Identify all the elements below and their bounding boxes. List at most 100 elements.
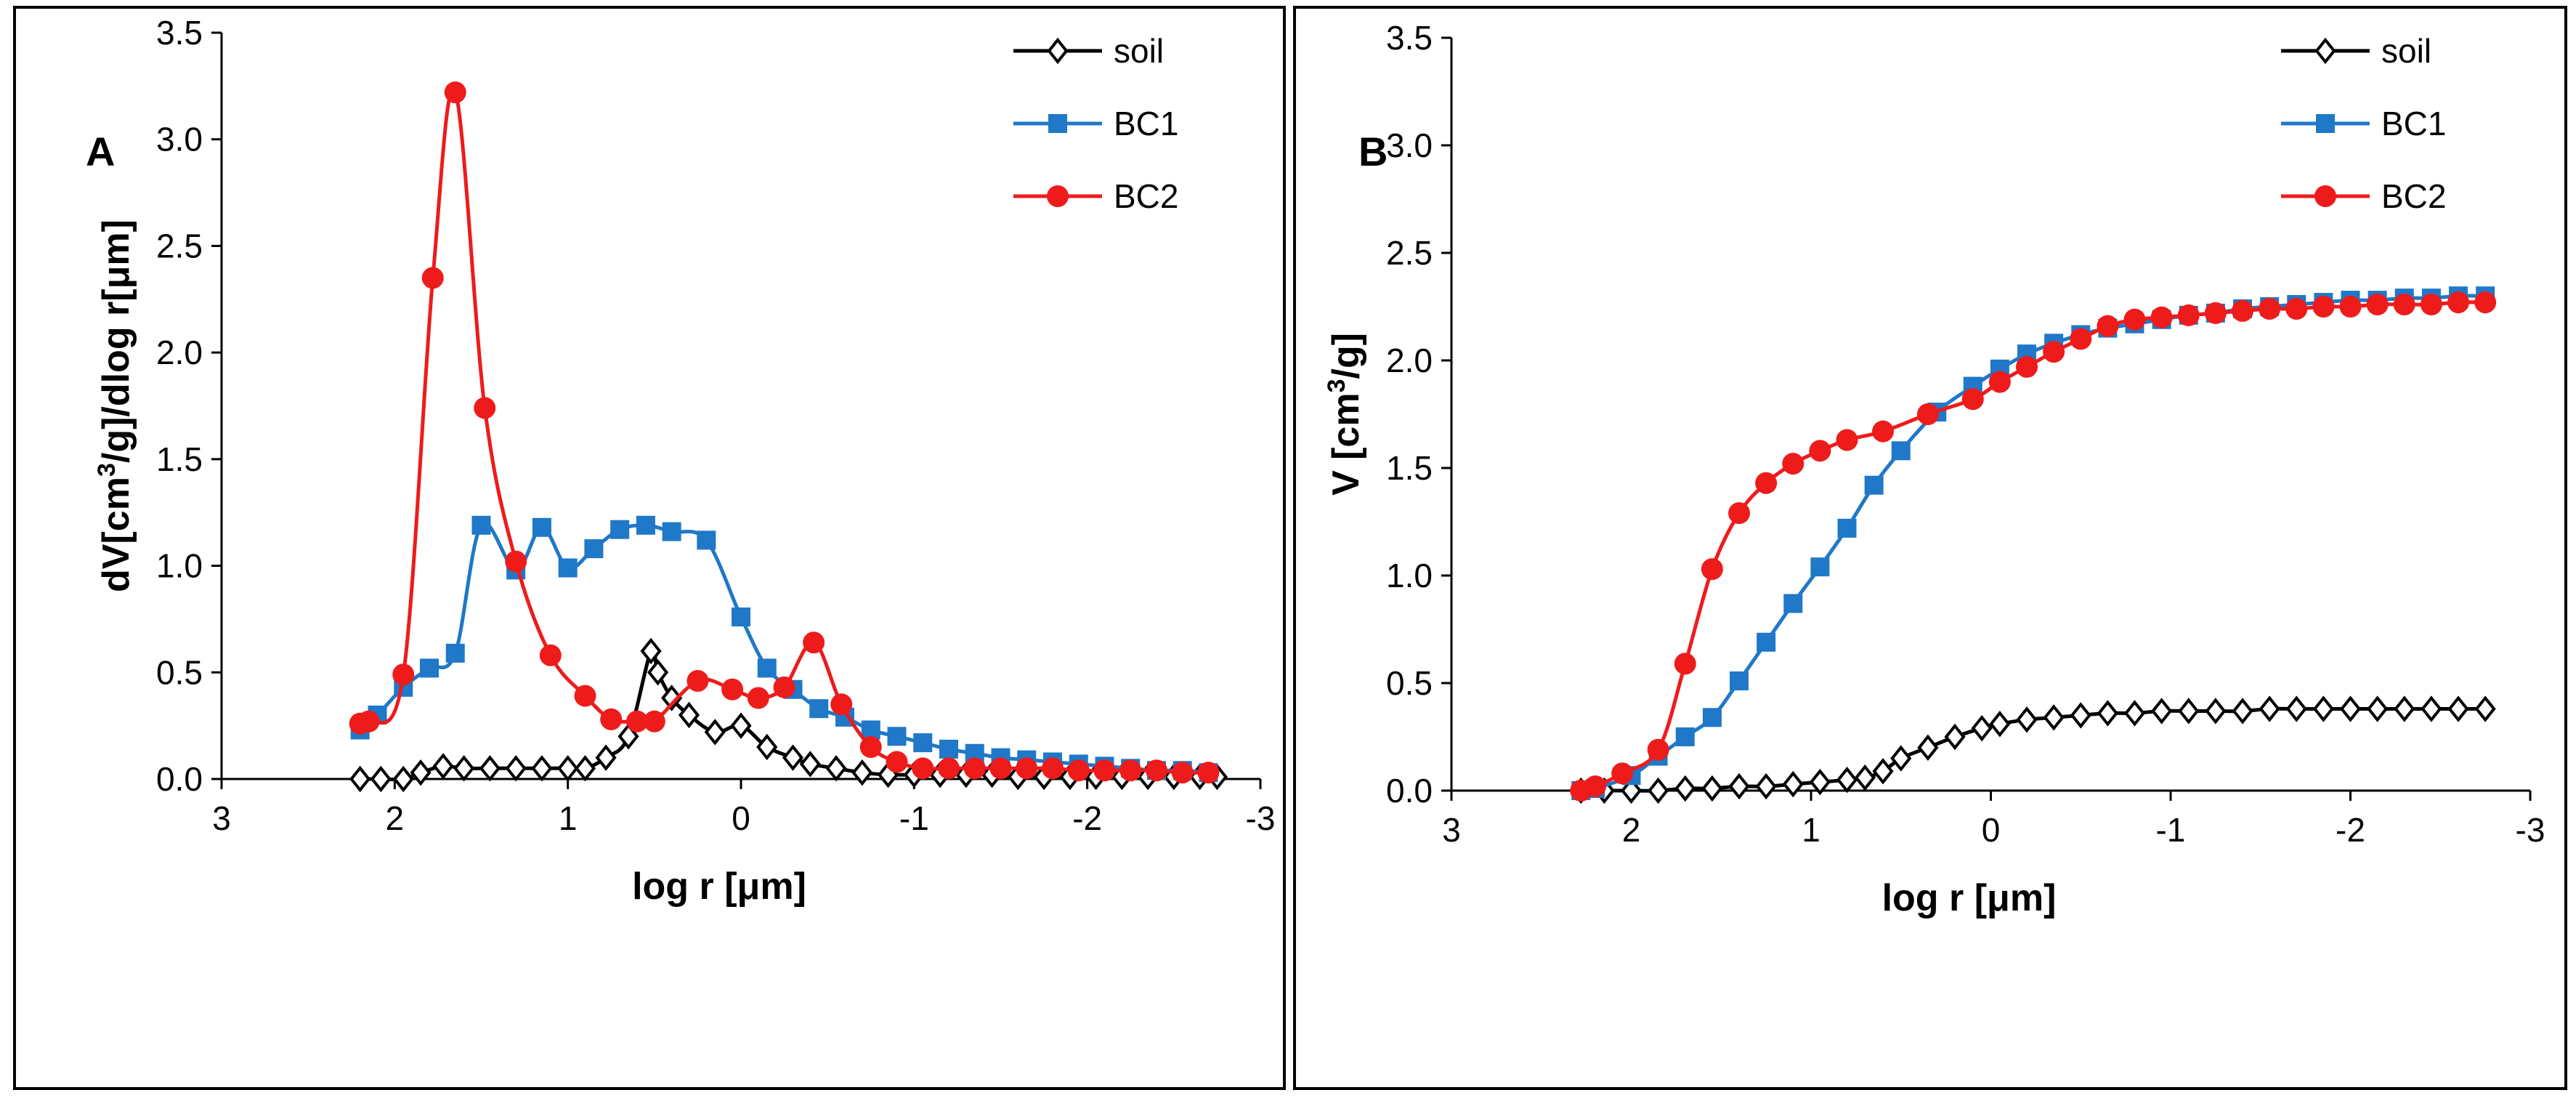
data-point [2339, 695, 2362, 722]
data-point [2043, 704, 2065, 731]
data-point [2420, 294, 2442, 316]
data-point [1864, 475, 1884, 495]
x-tick-label: 1 [559, 799, 578, 837]
x-tick-label: -2 [2336, 811, 2365, 849]
data-point [532, 517, 551, 537]
data-point [505, 755, 527, 782]
legend-marker [2314, 37, 2336, 65]
x-tick-label: 3 [1442, 811, 1461, 849]
data-point [803, 631, 825, 654]
data-point [2366, 294, 2389, 316]
y-tick-label: 3.0 [156, 121, 203, 158]
data-point [479, 755, 501, 782]
data-point [938, 757, 960, 780]
legend-label: soil [2381, 32, 2431, 70]
data-point [1971, 714, 1993, 742]
x-tick-label: -1 [2156, 811, 2186, 849]
data-point [773, 676, 795, 698]
data-point [678, 701, 700, 729]
data-point [2097, 700, 2118, 727]
data-point [2394, 695, 2415, 722]
data-point [1197, 762, 1220, 784]
y-axis-title-superscript: 3 [1323, 379, 1350, 393]
x-tick-label: 0 [1982, 811, 2001, 849]
data-point [531, 755, 553, 782]
data-point [617, 723, 639, 750]
data-point [2070, 702, 2091, 729]
data-point [2205, 698, 2227, 724]
x-tick-label: 3 [212, 799, 231, 837]
data-point [782, 744, 804, 771]
data-point [662, 522, 681, 541]
data-point [421, 267, 444, 289]
y-tick-label: 3.5 [156, 14, 203, 52]
x-tick-label: 0 [732, 799, 750, 837]
data-point [610, 520, 630, 539]
data-point [1989, 711, 2011, 738]
data-point [1891, 441, 1911, 461]
y-tick-label: 3.5 [1386, 19, 1433, 57]
data-point [392, 663, 415, 686]
y-tick-label: 0.0 [1386, 772, 1433, 810]
data-point [1755, 772, 1777, 800]
data-point [2016, 355, 2038, 378]
x-tick-label: 1 [1802, 811, 1820, 849]
y-tick-label: 1.5 [156, 440, 203, 478]
x-tick-label: 2 [1622, 811, 1641, 849]
data-point [574, 755, 596, 782]
data-point [1146, 759, 1167, 782]
data-point [626, 710, 648, 732]
data-point [1836, 766, 1858, 794]
legend-entry-bc1: BC1 [2281, 105, 2446, 142]
data-point [539, 644, 562, 666]
data-point [732, 607, 750, 626]
data-point [2177, 304, 2200, 326]
data-point [647, 659, 669, 686]
x-axis-title: log r [μm] [1882, 877, 2057, 919]
data-point [1783, 594, 1803, 613]
data-point [453, 755, 475, 782]
data-point [600, 708, 623, 730]
data-point [2421, 695, 2442, 722]
legend-label: BC2 [1114, 177, 1178, 215]
data-point [1944, 723, 1966, 751]
data-point [349, 765, 371, 793]
data-point [1701, 775, 1723, 802]
data-point [721, 678, 744, 701]
panel-a-frame [13, 6, 1286, 1090]
data-point [2232, 698, 2253, 724]
data-point [2070, 328, 2092, 350]
data-point [2259, 695, 2280, 722]
data-point [825, 755, 847, 782]
data-point [636, 515, 655, 535]
data-point [505, 550, 527, 573]
data-point [1675, 727, 1695, 746]
data-point [661, 685, 683, 711]
data-point [851, 759, 873, 786]
data-point [1782, 453, 1805, 475]
data-point [1988, 371, 2011, 393]
data-point [912, 757, 934, 780]
legend-entry-bc2: BC2 [2281, 177, 2446, 215]
x-tick-label: 2 [386, 799, 405, 837]
data-point [1917, 734, 1939, 762]
legend-entry-bc2: BC2 [1013, 177, 1178, 215]
data-point [1810, 557, 1830, 577]
data-point [471, 515, 491, 535]
data-point [2204, 302, 2227, 324]
legend-marker [1047, 185, 1069, 207]
y-axis-title-part: dV[cm [95, 477, 137, 592]
data-point [2367, 695, 2389, 722]
data-point [1728, 502, 1750, 525]
data-point [2232, 299, 2253, 322]
data-point [357, 710, 380, 732]
y-tick-label: 0.5 [156, 653, 203, 691]
data-point [392, 765, 414, 793]
data-point [2447, 695, 2469, 722]
data-point [557, 755, 579, 782]
x-tick-label: -2 [1072, 799, 1102, 837]
data-point [2043, 341, 2065, 363]
y-tick-label: 0.0 [156, 760, 203, 798]
data-point [757, 658, 777, 678]
